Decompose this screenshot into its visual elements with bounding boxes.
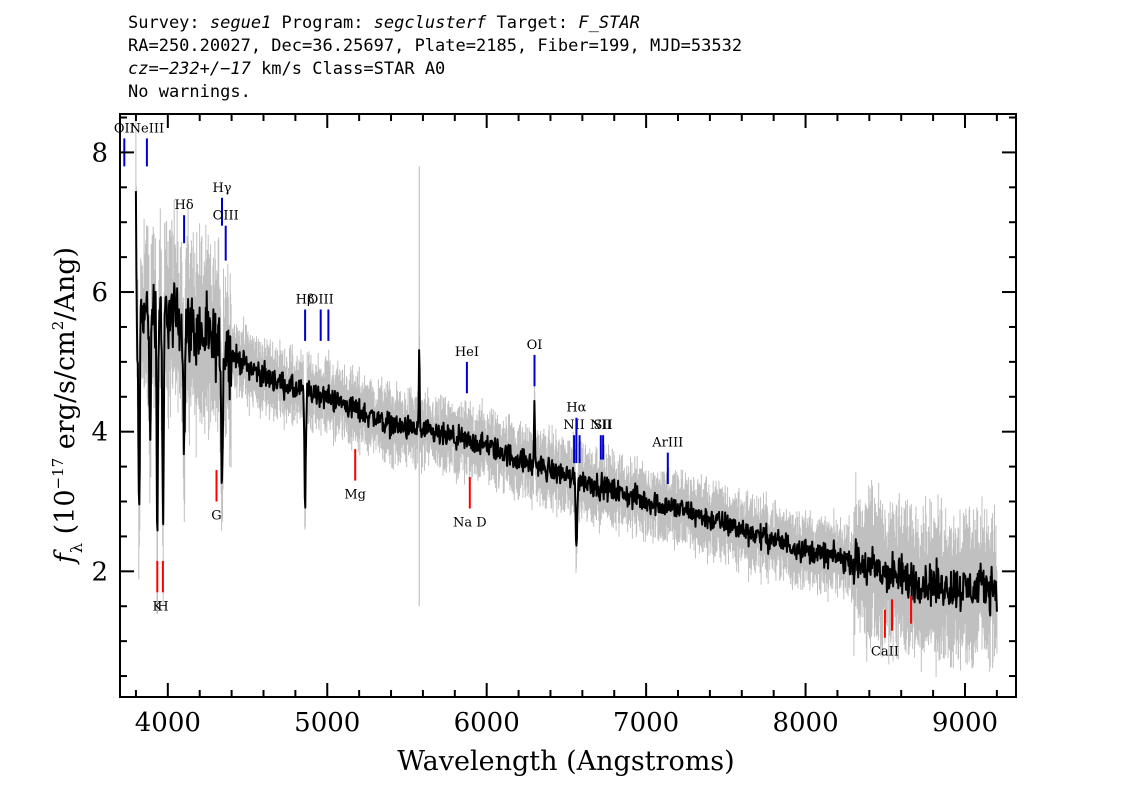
error-band (135, 114, 998, 677)
x-axis-label: Wavelength (Angstroms) (397, 746, 734, 777)
line-label: Na D (453, 516, 487, 531)
x-tick-label: 9000 (932, 708, 998, 738)
line-label: H (157, 599, 168, 614)
y-axis-label: fλ (10−17 erg/s/cm2/Ang) (49, 247, 86, 565)
line-label: Hδ (175, 198, 194, 213)
spectrum-line (134, 191, 998, 617)
error-bars (135, 114, 998, 677)
line-label: HeI (455, 345, 479, 360)
plot-frame (119, 113, 1017, 698)
x-tick-label: 8000 (772, 708, 838, 738)
target-value: F_STAR (578, 13, 640, 33)
line-label: OI (527, 338, 543, 353)
line-label: NII (563, 418, 585, 433)
line-label: Hβ (296, 293, 315, 308)
program-value: segclusterf (373, 13, 487, 33)
line-label: OIII (213, 209, 239, 224)
y-tick-label: 4 (91, 418, 108, 448)
spectrum-header: Survey: segue1 Program: segclusterf Targ… (128, 12, 742, 104)
y-tick-label: 6 (91, 278, 108, 308)
header-line-warnings: No warnings. (128, 82, 251, 102)
line-label: G (211, 509, 221, 524)
line-label: ArIII (651, 436, 683, 451)
line-label: Mg (344, 488, 366, 503)
x-tick-label: 5000 (294, 708, 360, 738)
line-label: SII (594, 418, 613, 433)
program-label: Program: (271, 13, 374, 33)
survey-label: Survey: (128, 13, 210, 33)
header-line-survey: Survey: segue1 Program: segclusterf Targ… (128, 12, 742, 35)
class-value: km/s Class=STAR A0 (250, 59, 446, 79)
line-label: OIII (308, 293, 334, 308)
line-label: Hα (566, 401, 586, 416)
spectrum-series (134, 191, 998, 617)
x-tick-label: 4000 (135, 708, 201, 738)
line-label: CaII (871, 645, 899, 660)
target-label: Target: (486, 13, 579, 33)
x-tick-label: 6000 (454, 708, 520, 738)
axis-ticks: 4000 5000 6000 7000 8000 9000 2 4 6 8 (91, 114, 1016, 738)
y-tick-label: 8 (91, 138, 108, 168)
y-tick-label: 2 (91, 557, 108, 587)
line-label: NeIII (130, 121, 164, 136)
header-line-coordinates: RA=250.20027, Dec=36.25697, Plate=2185, … (128, 36, 743, 56)
line-label: K (152, 599, 162, 614)
survey-value: segue1 (209, 13, 272, 33)
line-label: Hγ (212, 181, 231, 196)
line-label: NII (590, 418, 612, 433)
header-line-redshift: cz=−232+/−17 km/s Class=STAR A0 (128, 58, 742, 81)
redshift-value: cz=−232+/−17 (128, 59, 251, 79)
x-tick-label: 7000 (613, 708, 679, 738)
